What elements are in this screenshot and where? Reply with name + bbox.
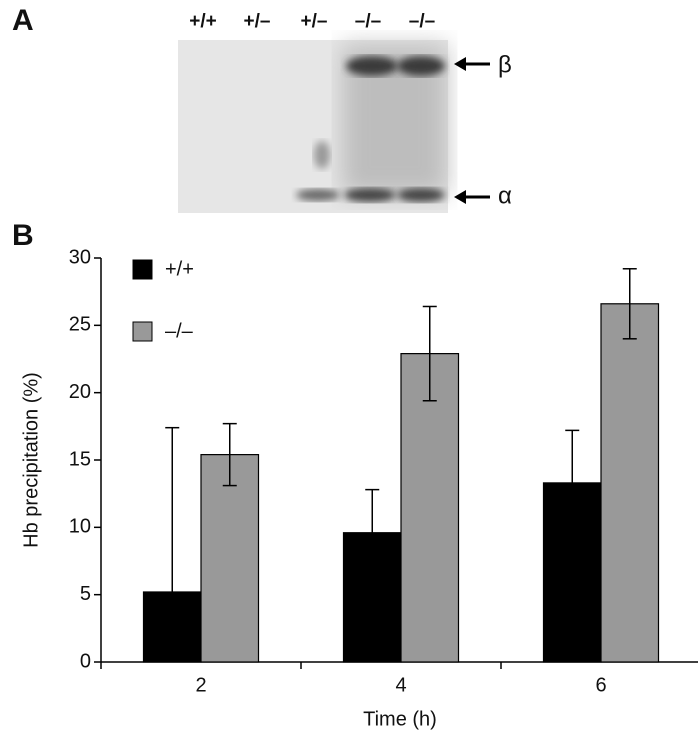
y-axis-label: Hb precipitation (%) (20, 372, 42, 548)
arrows (454, 57, 490, 204)
legend-swatch (132, 321, 153, 342)
beta-band (397, 56, 445, 76)
lane-label: –/– (409, 11, 435, 32)
band-label: β (498, 51, 512, 78)
bar (342, 532, 402, 663)
bar (400, 353, 460, 663)
x-tick-label: 6 (595, 674, 606, 696)
legend-swatch (132, 259, 153, 280)
lane-label: –/– (355, 11, 381, 32)
blot-spot (314, 141, 330, 169)
x-tick-label: 4 (395, 674, 406, 696)
y-tick-label: 5 (80, 583, 91, 605)
alpha-band (344, 188, 396, 202)
legend-label: +/+ (165, 258, 194, 280)
y-tick-label: 30 (69, 246, 91, 268)
panel-label: B (12, 219, 34, 252)
y-tick-label: 0 (80, 650, 91, 672)
x-tick-label: 2 (195, 674, 206, 696)
bar (200, 454, 260, 663)
lane-label: +/– (301, 11, 328, 32)
arrow-head (454, 190, 466, 204)
y-tick-label: 20 (69, 381, 91, 403)
alpha-band (296, 189, 340, 201)
y-tick-label: 15 (69, 448, 91, 470)
beta-band (346, 56, 398, 76)
x-axis-label: Time (h) (363, 708, 437, 730)
bar (142, 591, 202, 663)
lane-label: +/+ (189, 11, 216, 32)
arrow-head (454, 57, 466, 71)
y-tick-label: 10 (69, 516, 91, 538)
legend-label: –/– (165, 320, 194, 342)
blot (178, 40, 448, 213)
panel-label: A (12, 4, 34, 37)
bar (542, 482, 602, 663)
band-label: α (498, 182, 512, 209)
y-tick-label: 25 (69, 314, 91, 336)
alpha-band (397, 188, 445, 202)
bar (600, 303, 660, 663)
lane-label: +/– (244, 11, 271, 32)
